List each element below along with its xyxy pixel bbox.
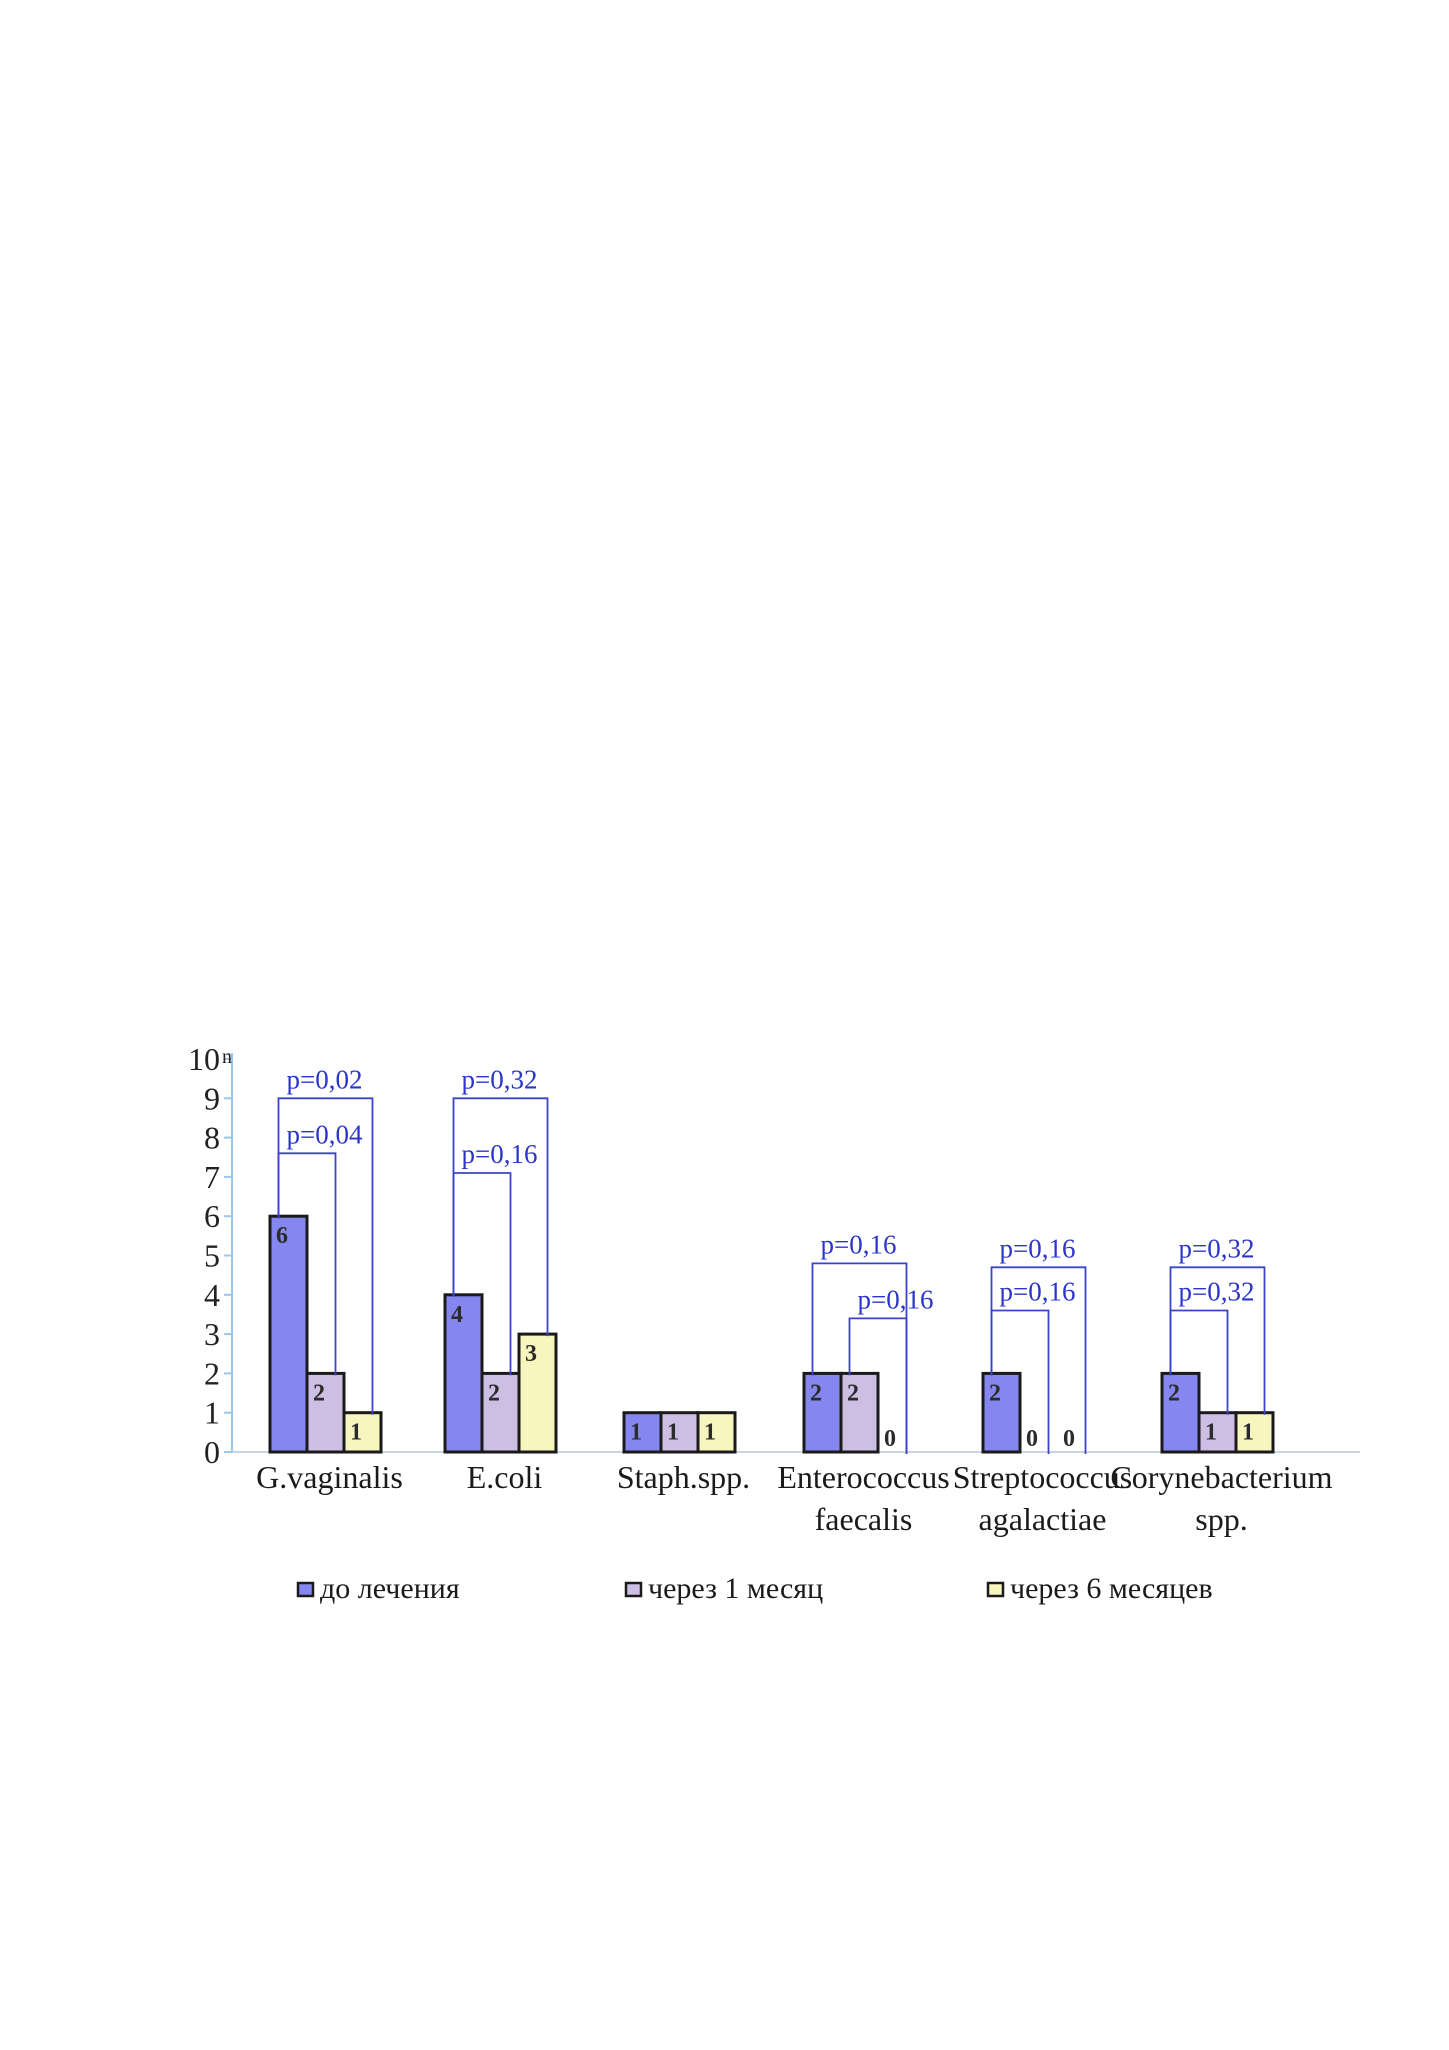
data-label: 2: [313, 1380, 325, 1406]
y-tick-label: 10: [188, 1041, 220, 1077]
data-label: 1: [1242, 1420, 1254, 1446]
p-value-label: p=0,16: [462, 1139, 538, 1169]
data-label: 2: [989, 1380, 1001, 1406]
p-value-label: p=0,04: [287, 1119, 363, 1149]
y-tick-label: 8: [204, 1120, 220, 1156]
legend-label: через 6 месяцев: [1010, 1572, 1213, 1605]
legend-swatch: [986, 1581, 1005, 1598]
bar: [802, 1371, 843, 1454]
bar: [696, 1411, 737, 1454]
y-tick-label: 5: [204, 1238, 220, 1274]
category-label: G.vaginalis: [256, 1459, 403, 1495]
legend-label: до лечения: [320, 1572, 460, 1605]
bar: [268, 1214, 309, 1454]
significance-bracket: [277, 1152, 337, 1376]
data-label: 0: [884, 1426, 896, 1452]
p-value-label: p=0,02: [287, 1064, 363, 1094]
y-tick-label: 6: [204, 1198, 220, 1234]
bar: [981, 1371, 1022, 1454]
data-label: 1: [1205, 1420, 1217, 1446]
data-label: 6: [276, 1223, 288, 1249]
y-tick-label: 9: [204, 1080, 220, 1116]
significance-bracket: [452, 1172, 512, 1376]
data-label: 2: [488, 1380, 500, 1406]
category-label: spp.: [1195, 1501, 1247, 1537]
significance-bracket: [1169, 1309, 1229, 1415]
legend: до лечения через 1 месяц через 6 месяцев: [296, 1572, 1213, 1605]
data-label: 2: [847, 1380, 859, 1406]
p-value-label: p=0,32: [1179, 1233, 1255, 1263]
y-tick-label: 4: [204, 1277, 220, 1313]
data-label: 2: [810, 1380, 822, 1406]
category-label: E.coli: [467, 1459, 543, 1495]
data-label: 2: [1168, 1380, 1180, 1406]
p-value-label: p=0,16: [1000, 1277, 1076, 1307]
data-label: 0: [1063, 1426, 1075, 1452]
data-label: 0: [1026, 1426, 1038, 1452]
y-axis-label: n: [222, 1046, 232, 1068]
legend-swatch: [624, 1581, 643, 1598]
bar: [1160, 1371, 1201, 1454]
category-label: faecalis: [815, 1501, 913, 1537]
p-value-label: p=0,32: [462, 1064, 538, 1094]
p-value-label: p=0,16: [1000, 1233, 1076, 1263]
p-value-label: p=0,32: [1179, 1277, 1255, 1307]
y-tick-label: 1: [204, 1395, 220, 1431]
data-label: 1: [704, 1420, 716, 1446]
legend-swatch: [296, 1581, 315, 1598]
bar: [1234, 1411, 1275, 1454]
data-label: 4: [451, 1302, 463, 1328]
significance-brackets: p=0,02 p=0,04 p=0,32 p=0,16 p=0,16 p=0,16 p=0,…: [277, 1064, 1266, 1454]
y-tick-label: 7: [204, 1159, 220, 1195]
y-tick-label: 0: [204, 1434, 220, 1470]
y-tick-label: 2: [204, 1355, 220, 1391]
bar: [443, 1293, 484, 1454]
bar: [342, 1411, 383, 1454]
data-label: 1: [350, 1420, 362, 1446]
bar: [839, 1371, 880, 1454]
category-label: agalactiae: [979, 1501, 1107, 1537]
x-axis-labels: G.vaginalis E.coli Staph.spp. Enterococcus f…: [256, 1459, 1333, 1537]
bar: [305, 1371, 346, 1454]
data-label: 1: [630, 1420, 642, 1446]
bar: [517, 1332, 558, 1454]
p-value-label: p=0,16: [858, 1284, 934, 1314]
category-label: Enterococcus: [777, 1459, 949, 1495]
data-label: 3: [525, 1341, 537, 1367]
category-label: Staph.spp.: [617, 1459, 750, 1495]
bar: [480, 1371, 521, 1454]
legend-label: через 1 месяц: [648, 1572, 823, 1605]
category-label: Streptococcus: [953, 1459, 1133, 1495]
y-tick-label: 3: [204, 1316, 220, 1352]
data-label: 1: [667, 1420, 679, 1446]
significance-bracket: [848, 1317, 908, 1454]
p-value-label: p=0,16: [821, 1229, 897, 1259]
category-label: Corynebacterium: [1110, 1459, 1332, 1495]
significance-bracket: [990, 1309, 1050, 1454]
